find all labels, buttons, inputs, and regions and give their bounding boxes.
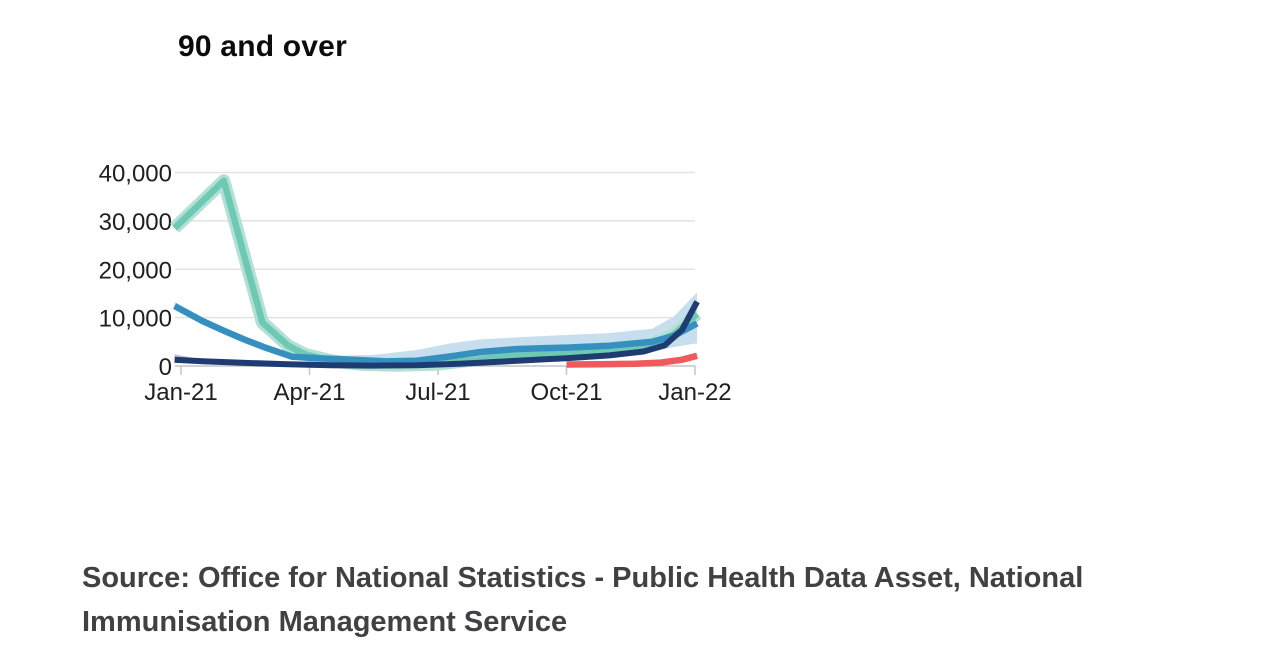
x-tick-label: Jan-21	[144, 379, 217, 406]
line-chart: 0 10,000 20,000 30,000 40,000 Jan-21 Apr-21 Jul…	[99, 161, 732, 407]
x-tick-label: Jan-22	[658, 379, 731, 406]
series-line-dark-navy	[174, 300, 700, 369]
x-tick-label: Jul-21	[405, 379, 470, 406]
series-line-coral-red	[566, 352, 698, 368]
y-tick-label: 10,000	[99, 306, 172, 333]
series-line-mid-blue	[173, 303, 699, 365]
x-tick-label: Apr-21	[273, 379, 345, 406]
source-attribution: Source: Office for National Statistics -…	[82, 562, 1084, 638]
y-tick-label: 40,000	[99, 161, 172, 188]
chart-title: 90 and over	[178, 30, 347, 63]
y-tick-label: 20,000	[99, 257, 172, 284]
y-tick-label: 30,000	[99, 209, 172, 236]
y-tick-label: 0	[159, 354, 172, 381]
x-tick-label: Oct-21	[530, 379, 602, 406]
